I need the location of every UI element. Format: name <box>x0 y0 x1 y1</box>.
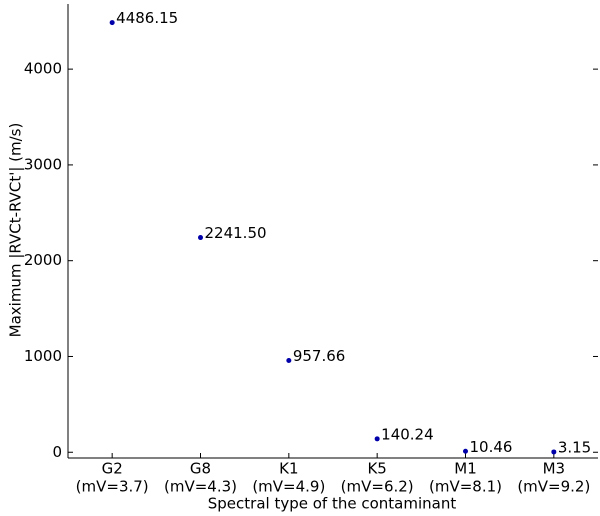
y-tick-label: 0 <box>52 443 62 461</box>
point <box>198 235 203 241</box>
y-tick-label: 2000 <box>24 251 62 269</box>
value-label: 957.66 <box>293 347 346 365</box>
x-tick-label: M3 <box>543 460 566 478</box>
y-tick-label: 3000 <box>24 155 62 173</box>
x-tick-label: G2 <box>102 460 123 478</box>
x-tick-label: K1 <box>279 460 298 478</box>
point <box>463 448 468 454</box>
value-label: 3.15 <box>558 438 591 456</box>
x-tick-label: K5 <box>367 460 386 478</box>
x-axis-title: Spectral type of the contaminant <box>208 495 457 513</box>
x-tick-sublabel: (mV=8.1) <box>429 478 502 496</box>
point <box>551 449 557 455</box>
x-tick-sublabel: (mV=4.9) <box>252 478 325 496</box>
x-tick-label: G8 <box>190 460 211 478</box>
value-label: 2241.50 <box>205 224 267 242</box>
y-tick-label: 4000 <box>24 60 62 78</box>
value-label: 4486.15 <box>116 9 178 27</box>
value-label: 140.24 <box>381 425 434 443</box>
point <box>109 20 115 26</box>
y-axis-title: Maximum |RVCt-RVCt'| (m/s) <box>7 123 25 338</box>
x-tick-sublabel: (mV=4.3) <box>164 478 237 496</box>
x-tick-sublabel: (mV=3.7) <box>76 478 149 496</box>
x-tick-sublabel: (mV=9.2) <box>517 478 590 496</box>
y-tick-label: 1000 <box>24 347 62 365</box>
x-tick-sublabel: (mV=6.2) <box>341 478 414 496</box>
x-tick-label: M1 <box>454 460 477 478</box>
point <box>374 436 380 442</box>
value-label: 10.46 <box>470 438 513 456</box>
point <box>286 358 292 364</box>
